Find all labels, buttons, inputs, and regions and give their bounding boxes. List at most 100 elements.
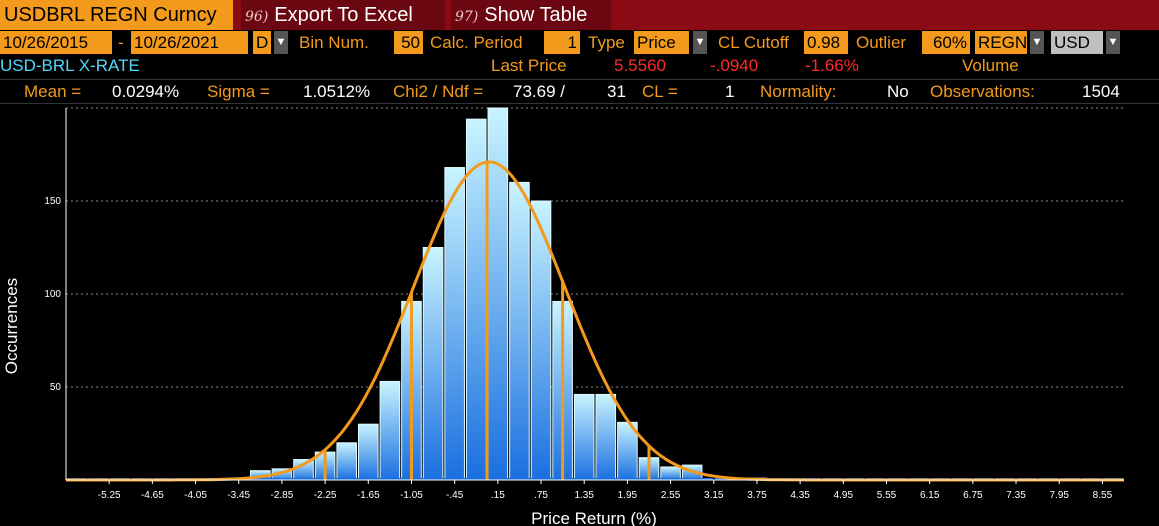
normality-label: Normality: xyxy=(760,82,837,101)
regn-select[interactable]: REGN xyxy=(975,31,1027,54)
currency-select[interactable]: USD xyxy=(1051,31,1103,54)
x-tick-label: .15 xyxy=(491,490,505,501)
bin-num-label: Bin Num. xyxy=(299,33,369,52)
chi2-label: Chi2 / Ndf = xyxy=(393,82,484,101)
histogram-bar xyxy=(595,393,617,481)
histogram-bar xyxy=(509,181,530,481)
mean-value: 0.0294% xyxy=(112,82,180,101)
x-tick-label: 4.35 xyxy=(790,490,810,501)
x-ticks: -5.25 -4.65 -4.05 -3.45 -2.85 -2.25 -1.65 -1.05… xyxy=(98,480,1113,501)
export-to-excel-button[interactable]: 96) Export To Excel xyxy=(241,0,445,30)
cl-label: CL = xyxy=(642,82,678,101)
y-axis-label: Occurrences xyxy=(2,278,21,374)
histogram-bar xyxy=(573,393,595,481)
gridlines xyxy=(66,107,1124,388)
price-change: -.0940 xyxy=(710,56,759,75)
volume-label: Volume xyxy=(962,56,1019,75)
histogram-bar xyxy=(379,380,401,481)
export-button-label: Export To Excel xyxy=(274,4,413,26)
mean-label: Mean = xyxy=(24,82,82,101)
security-ticker[interactable]: USDBRL REGN Curncy xyxy=(0,0,233,30)
x-tick-label: 2.55 xyxy=(661,490,681,501)
histogram-baseline-bar xyxy=(326,478,346,480)
normality-value: No xyxy=(887,82,909,101)
type-select[interactable]: Price xyxy=(634,31,689,54)
histogram-baseline-bar xyxy=(412,478,433,480)
x-tick-label: -4.05 xyxy=(184,490,207,501)
cl-cutoff-label: CL Cutoff xyxy=(718,33,789,52)
y-ticks: 50 100 150 xyxy=(44,196,61,393)
security-name: USD-BRL X-RATE xyxy=(0,56,140,75)
histogram-baseline-bar xyxy=(693,478,713,480)
last-price-value: 5.5560 xyxy=(614,56,666,75)
histogram-baseline-bar xyxy=(261,478,281,480)
x-tick-label: -1.65 xyxy=(357,490,380,501)
statistics-bar: Mean = 0.0294% Sigma = 1.0512% Chi2 / Nd… xyxy=(0,79,1159,104)
x-tick-label: 3.15 xyxy=(704,490,724,501)
histogram-bar xyxy=(422,247,444,481)
periodicity-dropdown-icon[interactable]: ▼ xyxy=(274,31,288,54)
histogram-baseline-bar xyxy=(628,478,648,480)
outlier-input[interactable]: 60% xyxy=(922,31,970,54)
export-button-number: 96) xyxy=(245,9,269,25)
y-tick-label: 100 xyxy=(44,289,61,300)
histogram-bar xyxy=(336,442,357,481)
sigma-label: Sigma = xyxy=(207,82,270,101)
regn-dropdown-icon[interactable]: ▼ xyxy=(1030,31,1044,54)
histogram-baseline-bar xyxy=(304,478,325,480)
x-tick-label: -2.25 xyxy=(314,490,337,501)
x-tick-label: -1.05 xyxy=(400,490,423,501)
x-tick-label: 4.95 xyxy=(834,490,854,501)
outlier-label: Outlier xyxy=(856,33,907,52)
x-tick-label: 7.35 xyxy=(1006,490,1026,501)
ndf-value: 31 xyxy=(607,82,626,101)
histogram-baseline-bar xyxy=(649,478,670,480)
sigma-value: 1.0512% xyxy=(303,82,371,101)
observations-value: 1504 xyxy=(1082,82,1120,101)
calc-period-input[interactable]: 1 xyxy=(544,31,580,54)
date-separator: - xyxy=(118,33,124,52)
start-date-input[interactable]: 10/26/2015 xyxy=(0,31,112,54)
periodicity-select[interactable]: D xyxy=(253,31,271,54)
histogram-baseline-bar xyxy=(498,478,519,480)
x-tick-label: 3.75 xyxy=(747,490,767,501)
x-tick-label: -4.65 xyxy=(141,490,164,501)
cl-lines xyxy=(323,162,651,480)
table-button-number: 97) xyxy=(455,9,479,25)
parameter-bar: 10/26/2015 - 10/26/2021 D ▼ Bin Num. 50 … xyxy=(0,31,1159,54)
currency-dropdown-icon[interactable]: ▼ xyxy=(1106,31,1120,54)
y-tick-label: 50 xyxy=(50,382,62,393)
price-change-percent: -1.66% xyxy=(805,56,859,75)
x-tick-label: -3.45 xyxy=(227,490,250,501)
histogram-baseline-bar xyxy=(563,478,584,480)
chi2-value: 73.69 / xyxy=(513,82,565,101)
histogram-baseline-bar xyxy=(671,478,692,480)
type-label: Type xyxy=(588,33,625,52)
cl-cutoff-input[interactable]: 0.98 xyxy=(804,31,848,54)
histogram-baseline-bar xyxy=(434,478,454,480)
histogram-bar xyxy=(293,459,314,481)
x-tick-label: 1.95 xyxy=(618,490,638,501)
end-date-input[interactable]: 10/26/2021 xyxy=(131,31,248,54)
table-button-label: Show Table xyxy=(484,4,588,26)
x-tick-label: 7.95 xyxy=(1049,490,1069,501)
histogram-baseline-bar xyxy=(585,478,605,480)
x-tick-label: 1.35 xyxy=(574,490,594,501)
x-tick-label: 8.55 xyxy=(1093,490,1113,501)
y-tick-label: 150 xyxy=(44,196,61,207)
bin-num-input[interactable]: 50 xyxy=(394,31,423,54)
histogram-baseline-bar xyxy=(347,478,368,480)
x-tick-label: 5.55 xyxy=(877,490,897,501)
x-tick-label: 6.15 xyxy=(920,490,940,501)
histogram-bar xyxy=(357,423,379,481)
histogram-baseline-bar xyxy=(455,478,476,480)
x-tick-label: -5.25 xyxy=(98,490,121,501)
histogram-baseline-bar xyxy=(542,478,562,480)
show-table-button[interactable]: 97) Show Table xyxy=(451,0,611,30)
histogram-baseline-bar xyxy=(369,478,389,480)
histogram-baseline-bar xyxy=(606,478,627,480)
histogram-bars xyxy=(67,107,1123,481)
type-dropdown-icon[interactable]: ▼ xyxy=(693,31,707,54)
histogram-baseline-bar xyxy=(390,478,411,480)
